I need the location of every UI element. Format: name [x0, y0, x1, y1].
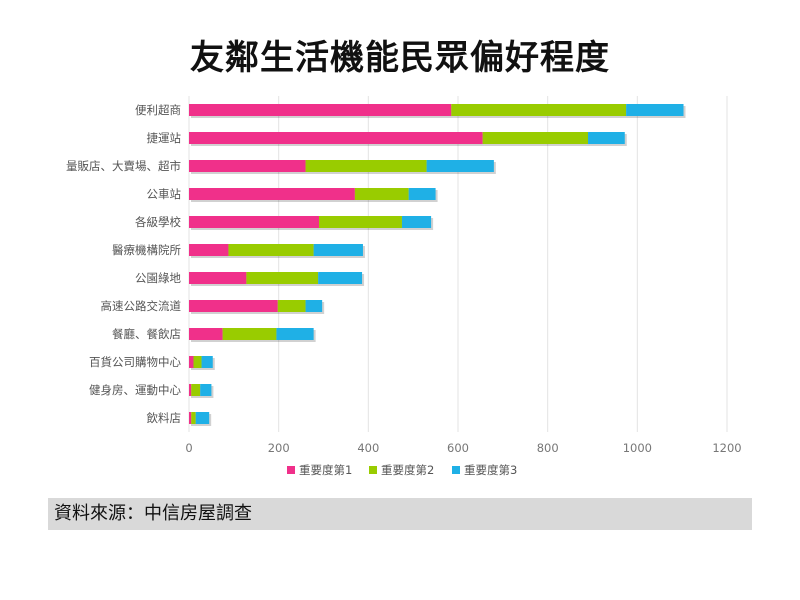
category-label-0: 便利超商 — [135, 103, 181, 117]
bar-6-0 — [189, 272, 247, 284]
bar-3-1 — [354, 188, 409, 200]
legend-label-1: 重要度第2 — [381, 463, 434, 477]
bar-5-1 — [228, 244, 314, 256]
legend-swatch-2 — [452, 466, 460, 474]
category-label-4: 各級學校 — [135, 215, 181, 229]
bar-11-2 — [195, 412, 210, 424]
legend-swatch-1 — [369, 466, 377, 474]
category-label-8: 餐廳、餐飲店 — [112, 327, 181, 341]
legend-label-0: 重要度第1 — [299, 463, 352, 477]
bar-3-0 — [189, 188, 355, 200]
bar-10-1 — [191, 384, 201, 396]
x-tick-label-4: 800 — [537, 441, 559, 455]
bar-7-2 — [305, 300, 323, 312]
bar-4-2 — [401, 216, 432, 228]
legend-swatch-0 — [287, 466, 295, 474]
bar-9-1 — [193, 356, 202, 368]
bar-7-1 — [277, 300, 306, 312]
stacked-bar-chart: 0 200 400 600 800 1000 1200 便利超商捷運站量販店、大賣場、超市公車… — [66, 96, 742, 477]
x-tick-label-0: 0 — [185, 441, 192, 455]
bar-6-2 — [318, 272, 363, 284]
x-tick-label-2: 400 — [357, 441, 379, 455]
bar-1-1 — [482, 132, 589, 144]
legend-label-2: 重要度第3 — [464, 463, 517, 477]
category-label-6: 公園綠地 — [135, 271, 181, 285]
bar-4-0 — [189, 216, 320, 228]
category-label-7: 高速公路交流道 — [101, 299, 182, 313]
x-tick-label-1: 200 — [268, 441, 290, 455]
bar-0-0 — [189, 104, 452, 116]
category-label-1: 捷運站 — [147, 131, 182, 145]
x-tick-label-3: 600 — [447, 441, 469, 455]
bar-4-1 — [319, 216, 402, 228]
category-label-9: 百貨公司購物中心 — [89, 355, 181, 369]
bar-8-2 — [276, 328, 314, 340]
bar-5-0 — [189, 244, 229, 256]
bar-8-0 — [189, 328, 223, 340]
bar-0-2 — [626, 104, 684, 116]
bar-9-2 — [201, 356, 213, 368]
bar-0-1 — [451, 104, 627, 116]
bar-11-1 — [191, 412, 196, 424]
x-tick-label-6: 1200 — [712, 441, 741, 455]
bar-9-0 — [189, 356, 194, 368]
category-label-3: 公車站 — [147, 187, 182, 201]
x-tick-label-5: 1000 — [623, 441, 652, 455]
bar-8-1 — [222, 328, 277, 340]
bar-3-2 — [408, 188, 436, 200]
category-label-2: 量販店、大賣場、超市 — [66, 159, 181, 173]
category-label-11: 飲料店 — [147, 411, 182, 425]
bar-6-1 — [246, 272, 319, 284]
bar-10-2 — [200, 384, 212, 396]
category-label-10: 健身房、運動中心 — [89, 383, 181, 397]
bar-7-0 — [189, 300, 278, 312]
bar-2-0 — [189, 160, 306, 172]
bar-2-2 — [426, 160, 494, 172]
source-note: 資料來源：中信房屋調查 — [48, 498, 752, 530]
chart-title: 友鄰生活機能民眾偏好程度 — [190, 38, 610, 78]
bar-10-0 — [189, 384, 192, 396]
category-label-5: 醫療機構院所 — [112, 243, 181, 257]
bar-2-1 — [305, 160, 427, 172]
bar-5-2 — [313, 244, 363, 256]
bar-11-0 — [189, 412, 192, 424]
bar-1-2 — [588, 132, 625, 144]
bar-1-0 — [189, 132, 483, 144]
